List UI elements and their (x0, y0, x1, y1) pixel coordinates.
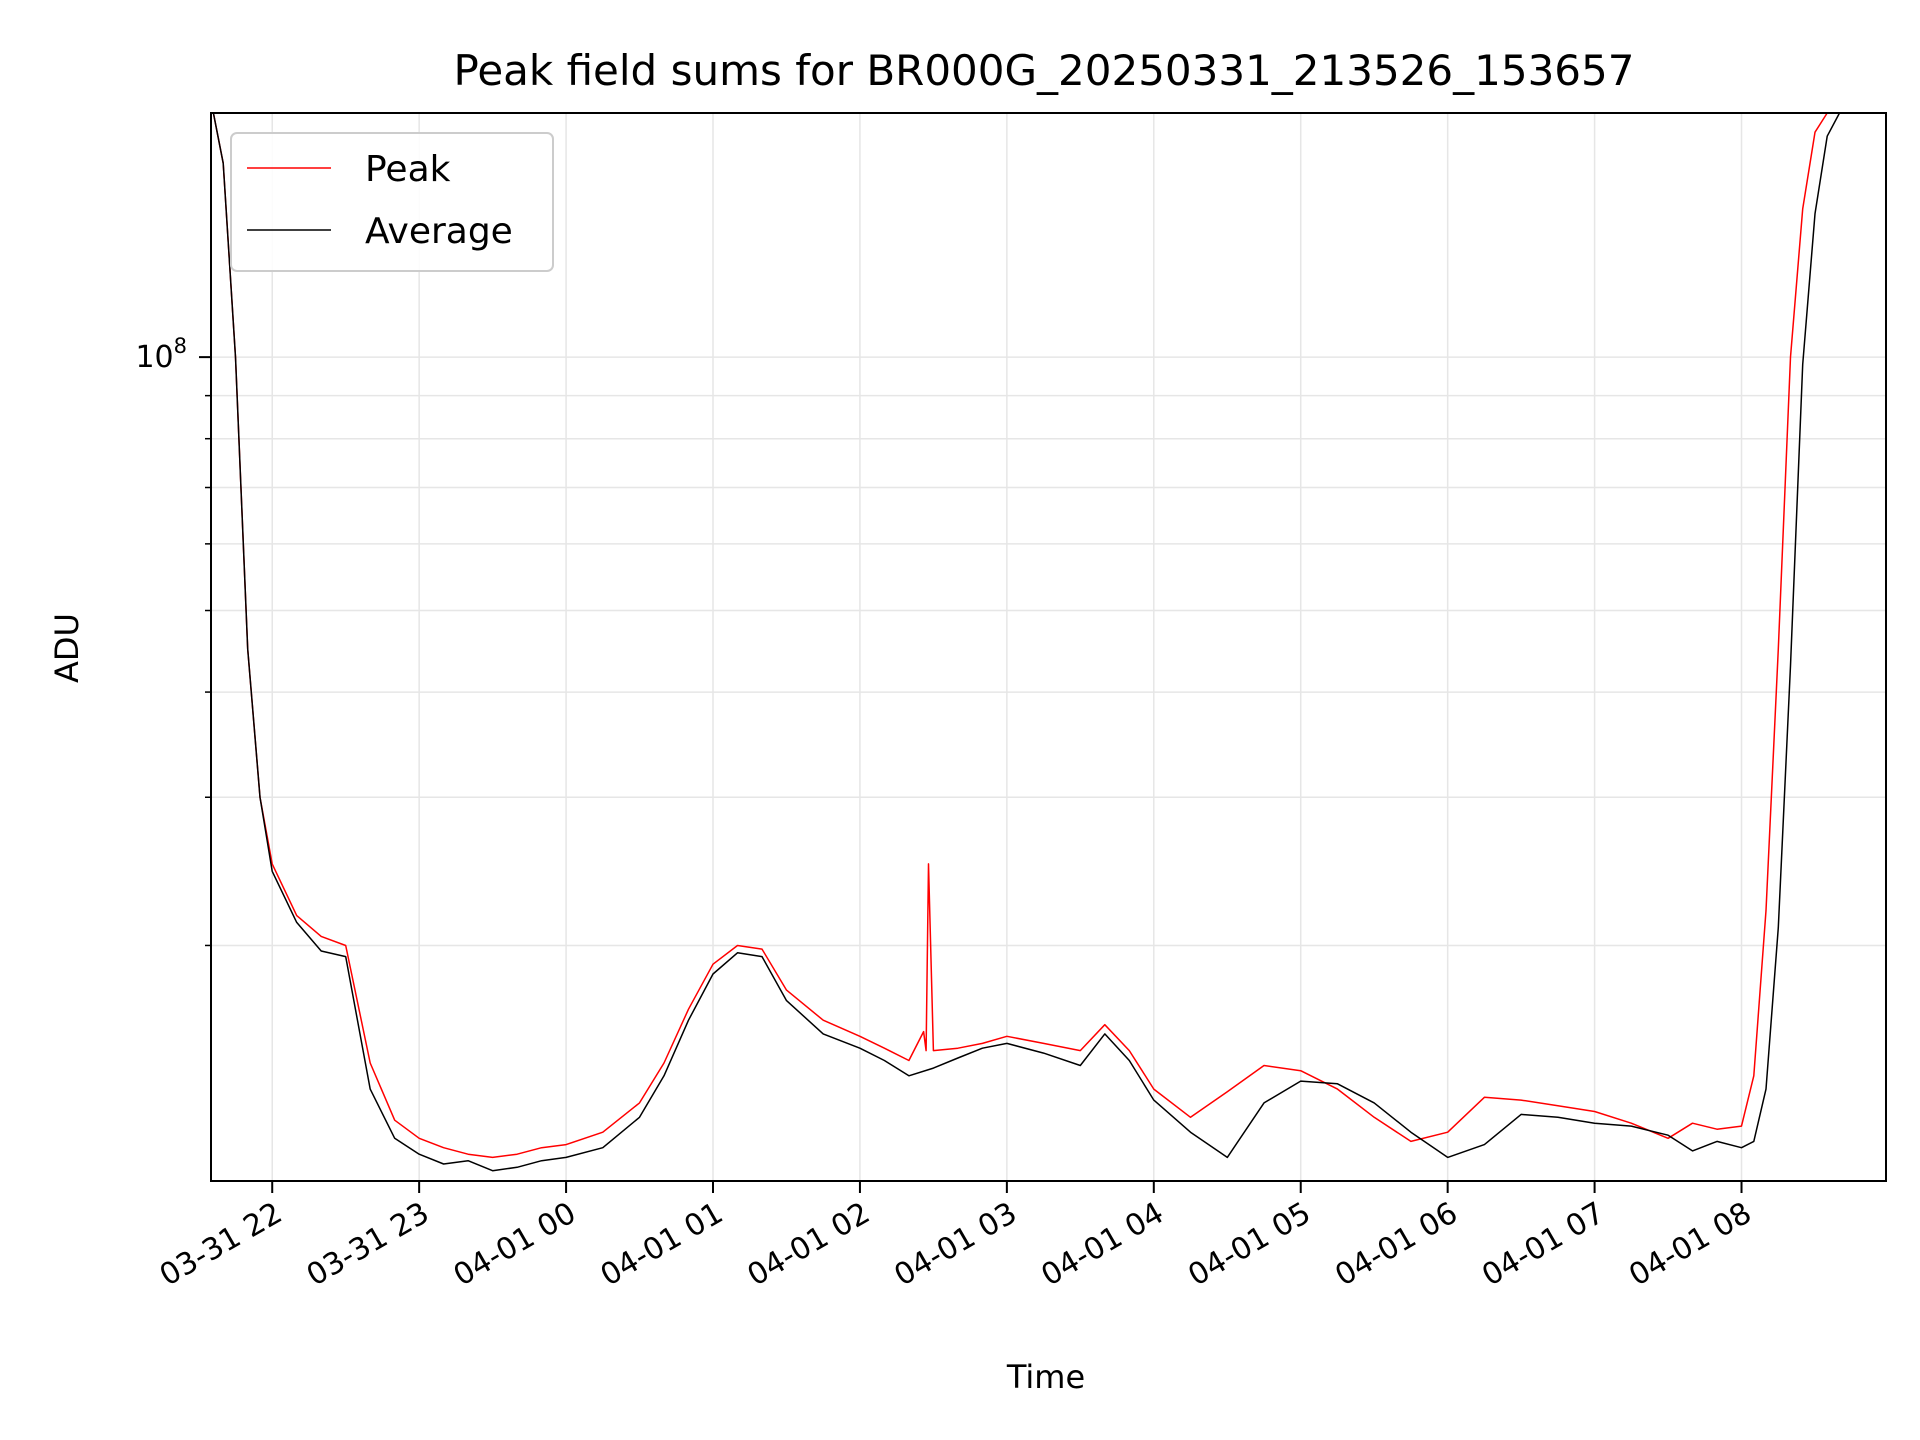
y-tick-base: 10 (135, 340, 173, 375)
x-axis-label: Time (1006, 1358, 1085, 1396)
legend-label-average: Average (365, 211, 513, 252)
series-line-peak (212, 113, 1864, 1159)
chart-title: Peak field sums for BR000G_20250331_2135… (454, 46, 1635, 95)
y-axis-label: ADU (48, 613, 86, 683)
plot-frame (210, 112, 1887, 1182)
legend-label-peak: Peak (365, 149, 451, 190)
series-line-average (212, 113, 1864, 1172)
series-layer (212, 113, 1864, 1172)
y-tick-exponent: 8 (174, 334, 187, 358)
legend: Peak Average (230, 132, 554, 272)
grid-lines (211, 113, 1886, 1181)
y-tick-label: 108 (135, 334, 187, 375)
